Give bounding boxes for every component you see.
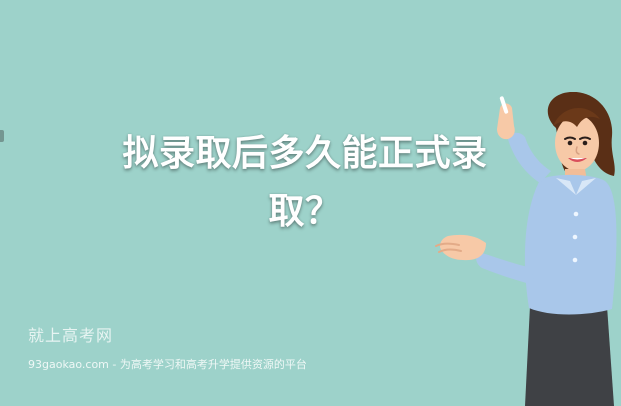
title-line-1: 拟录取后多久能正式录	[122, 133, 488, 174]
title-line-2: 取？	[268, 191, 342, 232]
edge-mark	[0, 130, 4, 142]
page-title: 拟录取后多久能正式录 取？	[85, 125, 525, 241]
site-tagline: 93gaokao.com - 为高考学习和高考升学提供资源的平台	[28, 358, 307, 371]
site-watermark: 就上高考网 93gaokao.com - 为高考学习和高考升学提供资源的平台	[28, 326, 307, 372]
site-brand: 就上高考网	[28, 326, 114, 345]
teacher-illustration-icon	[435, 92, 617, 406]
